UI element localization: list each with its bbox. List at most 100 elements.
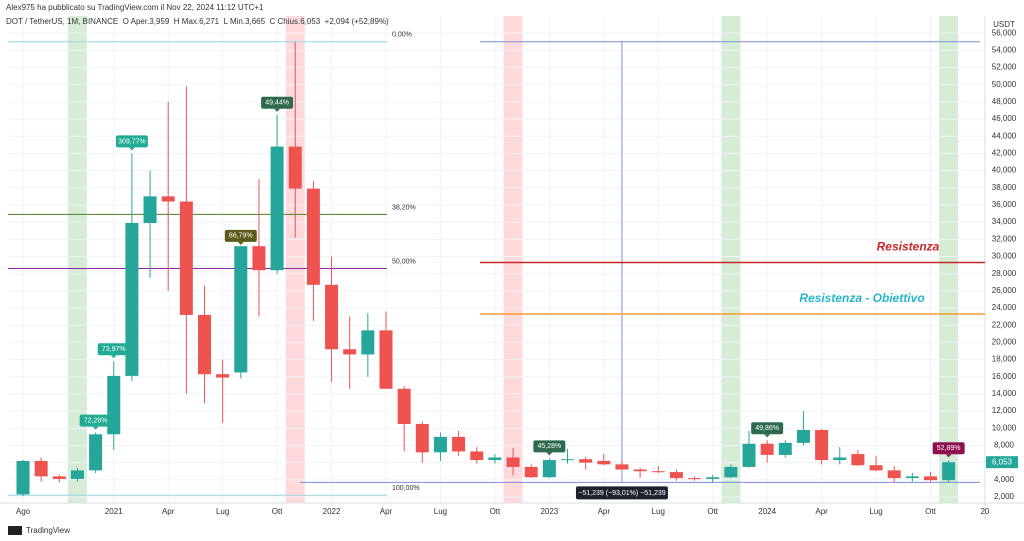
price-tag-label: 6,053 bbox=[992, 457, 1013, 466]
level-label: Resistenza bbox=[877, 240, 940, 254]
x-tick-label: Ott bbox=[925, 507, 936, 516]
candle-body bbox=[760, 443, 774, 455]
y-tick-label: 24,000 bbox=[992, 303, 1017, 312]
axis-title: USDT bbox=[993, 20, 1015, 29]
highlight-band bbox=[67, 16, 87, 503]
annotation-box bbox=[97, 343, 130, 356]
measure-box bbox=[575, 486, 668, 500]
y-tick-label: 38,000 bbox=[992, 183, 1017, 192]
x-tick-label: Lug bbox=[434, 507, 447, 516]
x-tick-label: 2022 bbox=[323, 507, 341, 516]
x-tick-label: Lug bbox=[652, 507, 665, 516]
y-tick-label: 46,000 bbox=[992, 114, 1017, 123]
x-tick-label: 2021 bbox=[105, 507, 123, 516]
candle-body bbox=[905, 476, 919, 479]
y-tick-label: 20,000 bbox=[992, 337, 1017, 346]
highlight-band bbox=[721, 16, 741, 503]
fib-label: 100,00% bbox=[392, 485, 420, 492]
y-tick-label: 16,000 bbox=[992, 372, 1017, 381]
candle-body bbox=[651, 471, 665, 473]
y-tick-label: 14,000 bbox=[992, 389, 1017, 398]
annotation-box bbox=[751, 422, 784, 435]
annotation-pointer bbox=[110, 355, 117, 359]
candle-body bbox=[216, 374, 230, 378]
candle-body bbox=[252, 246, 266, 271]
x-tick-label: Apr bbox=[598, 507, 611, 516]
annotation-label: 49,86% bbox=[755, 425, 779, 432]
candle-body bbox=[815, 429, 829, 461]
x-tick-label: 2024 bbox=[758, 507, 776, 516]
y-tick-label: 22,000 bbox=[992, 320, 1017, 329]
candle-body bbox=[143, 196, 157, 223]
y-tick-label: 4,000 bbox=[994, 475, 1015, 484]
candle-body bbox=[887, 470, 901, 479]
x-tick-label: Ago bbox=[16, 507, 31, 516]
candle-body bbox=[688, 478, 702, 480]
y-tick-label: 42,000 bbox=[992, 149, 1017, 158]
candle-body bbox=[179, 201, 193, 315]
candle-body bbox=[379, 330, 393, 389]
annotation-label: 45,28% bbox=[537, 443, 561, 450]
candle-body bbox=[542, 460, 556, 478]
candle-body bbox=[706, 477, 720, 479]
candle-body bbox=[198, 314, 211, 375]
candle-body bbox=[361, 330, 375, 355]
candle-body bbox=[270, 146, 284, 271]
annotation-box bbox=[224, 229, 257, 242]
candle-body bbox=[942, 462, 956, 481]
candle-body bbox=[343, 349, 357, 355]
y-tick-label: 48,000 bbox=[992, 97, 1017, 106]
candle-body bbox=[325, 284, 339, 350]
x-tick-label: Lug bbox=[216, 507, 229, 516]
y-tick-label: 54,000 bbox=[992, 45, 1017, 54]
candle-body bbox=[161, 196, 175, 202]
highlight-band bbox=[285, 16, 305, 503]
y-tick-label: 32,000 bbox=[992, 234, 1017, 243]
x-tick-label: 20 bbox=[980, 507, 989, 516]
candle-body bbox=[597, 460, 611, 465]
y-tick-label: 52,000 bbox=[992, 63, 1017, 72]
annotation-pointer bbox=[945, 454, 952, 458]
y-tick-label: 28,000 bbox=[992, 269, 1017, 278]
y-tick-label: 56,000 bbox=[992, 28, 1017, 37]
x-tick-label: Ott bbox=[707, 507, 718, 516]
candle-body bbox=[924, 476, 937, 481]
fib-label: 38,20% bbox=[392, 204, 416, 211]
annotation-box bbox=[261, 96, 294, 109]
candle-body bbox=[16, 460, 30, 495]
highlight-band bbox=[939, 16, 959, 503]
x-tick-label: Lug bbox=[869, 507, 882, 516]
candle-body bbox=[633, 469, 647, 472]
brand: TradingView bbox=[26, 526, 70, 535]
annotation-box bbox=[533, 440, 566, 453]
x-tick-label: Ott bbox=[490, 507, 501, 516]
candle-body bbox=[796, 429, 810, 443]
x-tick-label: Apr bbox=[380, 507, 393, 516]
candle-body bbox=[869, 465, 883, 471]
annotation-pointer bbox=[128, 147, 135, 151]
candle-body bbox=[52, 476, 66, 479]
y-tick-label: 2,000 bbox=[994, 492, 1015, 501]
annotation-pointer bbox=[546, 452, 553, 456]
annotation-label: 72,26% bbox=[84, 417, 108, 424]
candle-body bbox=[669, 472, 683, 479]
candle-body bbox=[452, 436, 466, 452]
candle-body bbox=[125, 222, 139, 376]
measure-label: −51,239 (−93,01%) −51,239 bbox=[578, 490, 665, 497]
y-tick-label: 40,000 bbox=[992, 166, 1017, 175]
x-tick-label: Apr bbox=[162, 507, 175, 516]
candle-body bbox=[234, 246, 248, 373]
candle-body bbox=[524, 466, 538, 478]
y-tick-label: 44,000 bbox=[992, 131, 1017, 140]
candle-body bbox=[415, 423, 429, 453]
y-tick-label: 10,000 bbox=[992, 423, 1017, 432]
candle-body bbox=[288, 146, 302, 189]
annotation-label: 309,77% bbox=[118, 138, 146, 145]
legend: DOT / TetherUS, 1M, BINANCE O Aper.3,959… bbox=[6, 17, 389, 26]
candle-body bbox=[561, 459, 574, 461]
y-tick-label: 36,000 bbox=[992, 200, 1017, 209]
annotation-label: 52,89% bbox=[937, 445, 961, 452]
annotation-label: 49,44% bbox=[265, 100, 289, 107]
